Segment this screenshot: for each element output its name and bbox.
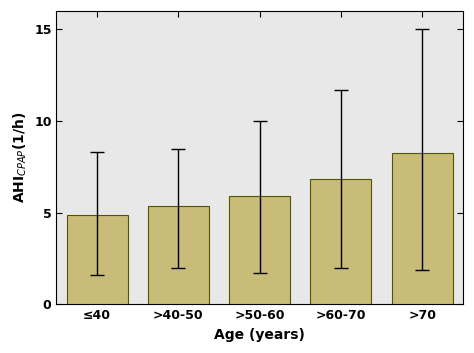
Bar — [392, 153, 453, 305]
Bar — [229, 196, 290, 305]
X-axis label: Age (years): Age (years) — [214, 328, 305, 342]
Bar — [66, 215, 128, 305]
Y-axis label: AHI$_{CPAP}$(1/h): AHI$_{CPAP}$(1/h) — [11, 112, 28, 203]
Bar — [148, 207, 209, 305]
Bar — [310, 179, 372, 305]
